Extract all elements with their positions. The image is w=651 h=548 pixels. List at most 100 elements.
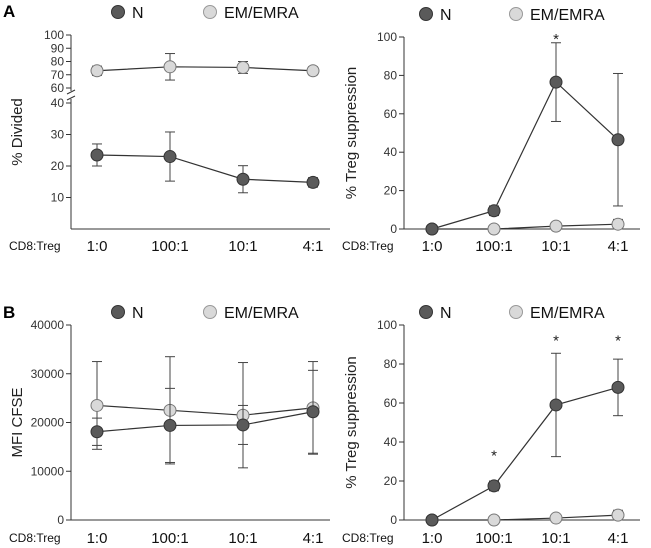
y-tick-label: 70 [51, 68, 65, 82]
data-point-em [90, 64, 104, 78]
legend-marker-n [419, 305, 433, 319]
x-label-prefix: CD8:Treg [9, 531, 61, 545]
legend-label-n: N [132, 305, 144, 322]
data-point-n [549, 398, 563, 412]
legend-marker-em [509, 7, 523, 21]
significance-star: * [553, 31, 559, 48]
legend-label-em: EM/EMRA [224, 5, 299, 22]
x-category-label: 10:1 [541, 238, 570, 255]
x-category-label: 100:1 [151, 530, 189, 547]
y-tick-label: 60 [384, 396, 398, 410]
data-point-em [487, 222, 501, 236]
axis-break-mark [66, 95, 76, 101]
chart-b-left: 0 10000 20000 30000 40000 MFI CFSE CD8:Treg 1:0… [9, 305, 330, 547]
x-category-label: 1:0 [422, 530, 443, 547]
data-point-n [611, 133, 625, 147]
x-category-label: 100:1 [151, 238, 189, 255]
y-tick-label: 40 [51, 96, 65, 110]
series-line-n [96, 411, 314, 433]
y-tick-label: 0 [390, 513, 397, 527]
data-point-em [306, 64, 320, 78]
series-line-n [431, 81, 619, 230]
y-tick-label: 40000 [31, 318, 65, 332]
series-line-em [96, 66, 314, 72]
axis-break-mark [66, 89, 76, 95]
data-point-em [90, 398, 104, 412]
x-category-label: 1:0 [87, 530, 108, 547]
legend-label-em: EM/EMRA [224, 305, 299, 322]
data-point-em [549, 511, 563, 525]
x-category-label: 10:1 [541, 530, 570, 547]
legend-marker-n [111, 5, 125, 19]
y-axis-title: % Treg suppression [343, 67, 360, 200]
y-tick-label: 10 [51, 191, 65, 205]
legend-marker-n [419, 7, 433, 21]
y-tick-label: 100 [377, 30, 397, 44]
legend-label-em: EM/EMRA [530, 305, 605, 322]
data-point-n [425, 222, 439, 236]
legend-label-n: N [132, 5, 144, 22]
data-point-n [163, 150, 177, 164]
y-tick-label: 20 [51, 159, 65, 173]
data-point-n [549, 75, 563, 89]
data-point-em [611, 508, 625, 522]
series-line-em [96, 404, 314, 416]
x-label-prefix: CD8:Treg [342, 239, 394, 253]
y-tick-label: 100 [377, 318, 397, 332]
y-tick-label: 20 [384, 184, 398, 198]
data-point-n [306, 175, 320, 189]
x-label-prefix: CD8:Treg [342, 531, 394, 545]
data-point-em [236, 60, 250, 74]
data-point-em [611, 217, 625, 231]
y-tick-label: 30000 [31, 367, 65, 381]
y-tick-label: 0 [390, 222, 397, 236]
x-category-label: 4:1 [303, 238, 324, 255]
data-point-em [487, 513, 501, 527]
legend-marker-n [111, 305, 125, 319]
data-point-n [487, 204, 501, 218]
y-tick-label: 60 [384, 107, 398, 121]
y-tick-label: 10000 [31, 464, 65, 478]
x-category-label: 4:1 [608, 530, 629, 547]
y-tick-label: 30 [51, 128, 65, 142]
series-line-n [96, 154, 314, 183]
x-category-label: 1:0 [87, 238, 108, 255]
data-point-n [163, 418, 177, 432]
legend-marker-em [509, 305, 523, 319]
data-point-n [487, 479, 501, 493]
panel-letter-a: A [3, 2, 15, 21]
y-tick-label: 0 [57, 513, 64, 527]
legend-marker-em [203, 5, 217, 19]
significance-star: * [553, 333, 559, 350]
legend-label-n: N [440, 305, 452, 322]
x-category-label: 100:1 [475, 238, 513, 255]
y-axis-title: MFI CFSE [9, 388, 26, 458]
significance-star: * [491, 448, 497, 465]
panel-letter-b: B [3, 303, 15, 322]
y-tick-label: 40 [384, 435, 398, 449]
data-point-n [236, 418, 250, 432]
series-line-n [431, 386, 619, 521]
data-point-n [90, 425, 104, 439]
chart-b-right: 0 20 40 60 80 100 % Treg suppression CD8:Treg 1:… [342, 305, 640, 547]
legend-marker-em [203, 305, 217, 319]
y-tick-label: 40 [384, 145, 398, 159]
y-tick-label: 60 [51, 81, 65, 95]
y-tick-label: 20000 [31, 416, 65, 430]
series-line-em [432, 514, 619, 521]
significance-star: * [615, 333, 621, 350]
data-point-em [549, 219, 563, 233]
x-category-label: 4:1 [608, 238, 629, 255]
x-category-label: 10:1 [228, 238, 257, 255]
data-point-n [425, 513, 439, 527]
y-tick-label: 80 [51, 55, 65, 69]
y-axis-title: % Treg suppression [343, 356, 360, 489]
series-line-em [432, 223, 619, 230]
data-point-n [611, 380, 625, 394]
x-category-label: 10:1 [228, 530, 257, 547]
y-tick-label: 80 [384, 357, 398, 371]
x-category-label: 1:0 [422, 238, 443, 255]
data-point-n [306, 405, 320, 419]
